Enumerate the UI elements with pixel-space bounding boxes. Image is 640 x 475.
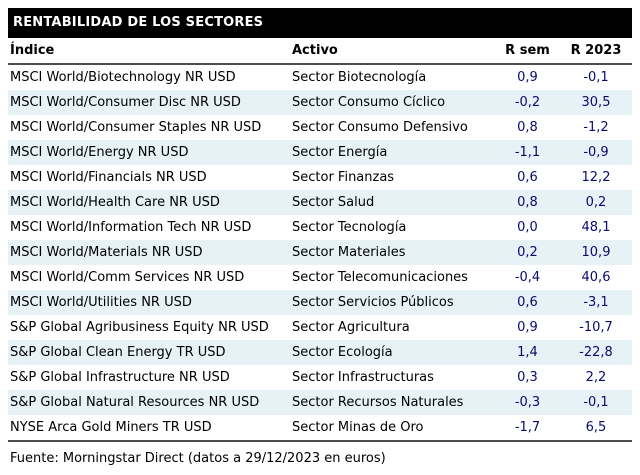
r-week-cell: 0,0: [517, 220, 538, 235]
r-week-cell: 0,6: [517, 170, 538, 185]
r-week-cell: 0,2: [517, 245, 538, 260]
r-week-cell: 0,6: [517, 295, 538, 310]
index-cell: MSCI World/Consumer Staples NR USD: [10, 120, 262, 135]
r-week-cell: 0,9: [517, 70, 538, 85]
r-2023-cell: 48,1: [581, 220, 611, 235]
index-cell: MSCI World/Consumer Disc NR USD: [10, 95, 241, 110]
source-note: Fuente: Morningstar Direct (datos a 29/1…: [10, 451, 386, 466]
table-row: MSCI World/Energy NR USD Sector Energía -1…: [8, 140, 632, 165]
r-2023-cell: 0,2: [585, 195, 607, 210]
table-row: MSCI World/Biotechnology NR USD Sector Bi…: [8, 64, 632, 90]
asset-cell: Sector Agricultura: [292, 320, 410, 335]
table-row: MSCI World/Financials NR USD Sector Finan…: [8, 165, 632, 190]
r-week-cell: -1,7: [495, 415, 560, 442]
r-week-cell: -0,4: [514, 270, 541, 285]
index-cell: S&P Global Infrastructure NR USD: [10, 370, 230, 385]
r-week-cell: 0,8: [517, 195, 538, 210]
asset-cell: Sector Servicios Públicos: [292, 295, 454, 310]
index-cell: S&P Global Clean Energy TR USD: [10, 345, 226, 360]
table-row: NYSE Arca Gold Miners TR USD Sector Minas…: [8, 415, 632, 442]
r-2023-cell: 6,5: [560, 415, 632, 442]
r-week-cell: 0,8: [517, 120, 538, 135]
index-cell: MSCI World/Biotechnology NR USD: [10, 70, 236, 85]
r-2023-cell: 2,2: [585, 370, 607, 385]
index-cell: MSCI World/Comm Services NR USD: [10, 270, 245, 285]
r-week-cell: 0,9: [517, 320, 538, 335]
index-cell: MSCI World/Health Care NR USD: [10, 195, 220, 210]
col-header-r-sem: R sem: [495, 38, 560, 65]
table-row: S&P Global Agribusiness Equity NR USD Sec…: [8, 315, 632, 340]
r-2023-cell: 30,5: [581, 95, 611, 110]
r-2023-cell: 12,2: [581, 170, 611, 185]
r-week-cell: -0,3: [514, 395, 541, 410]
index-cell: MSCI World/Information Tech NR USD: [10, 220, 252, 235]
r-2023-cell: 40,6: [581, 270, 611, 285]
table-row: MSCI World/Utilities NR USD Sector Servic…: [8, 290, 632, 315]
table-row: MSCI World/Comm Services NR USD Sector Te…: [8, 265, 632, 290]
header-row: Índice Activo R sem R 2023: [8, 38, 632, 65]
table-row: MSCI World/Health Care NR USD Sector Salu…: [8, 190, 632, 215]
r-2023-cell: -0,1: [583, 70, 609, 85]
r-week-cell: 1,4: [517, 345, 538, 360]
r-2023-cell: -0,9: [583, 145, 609, 160]
asset-cell: Sector Biotecnología: [292, 70, 427, 85]
asset-cell: Sector Recursos Naturales: [292, 395, 464, 410]
asset-cell: Sector Tecnología: [292, 220, 407, 235]
r-2023-cell: 10,9: [581, 245, 611, 260]
asset-cell: Sector Salud: [292, 195, 375, 210]
sectors-table: Índice Activo R sem R 2023 MSCI World/Bi…: [8, 38, 632, 442]
table-row: S&P Global Natural Resources NR USD Secto…: [8, 390, 632, 415]
index-cell: MSCI World/Utilities NR USD: [10, 295, 192, 310]
r-week-cell: 0,3: [517, 370, 538, 385]
r-2023-cell: -22,8: [579, 345, 613, 360]
asset-cell: Sector Infrastructuras: [292, 370, 434, 385]
asset-cell: Sector Ecología: [292, 345, 393, 360]
asset-cell: Sector Finanzas: [292, 170, 395, 185]
r-2023-cell: -0,1: [583, 395, 609, 410]
table-title: RENTABILIDAD DE LOS SECTORES: [8, 8, 632, 38]
table-row: MSCI World/Consumer Staples NR USD Sector…: [8, 115, 632, 140]
asset-cell: Sector Consumo Defensivo: [292, 120, 468, 135]
col-header-r-2023: R 2023: [560, 38, 632, 65]
r-2023-cell: -1,2: [583, 120, 609, 135]
table-row: S&P Global Infrastructure NR USD Sector I…: [8, 365, 632, 390]
r-2023-cell: -10,7: [579, 320, 613, 335]
index-cell: MSCI World/Energy NR USD: [10, 145, 189, 160]
index-cell: S&P Global Natural Resources NR USD: [10, 395, 260, 410]
r-2023-cell: -3,1: [583, 295, 609, 310]
asset-cell: Sector Telecomunicaciones: [292, 270, 468, 285]
index-cell: MSCI World/Financials NR USD: [10, 170, 207, 185]
table-row: MSCI World/Consumer Disc NR USD Sector Co…: [8, 90, 632, 115]
index-cell: NYSE Arca Gold Miners TR USD: [8, 415, 290, 442]
asset-cell: Sector Materiales: [292, 245, 406, 260]
table-row: MSCI World/Information Tech NR USD Sector…: [8, 215, 632, 240]
col-header-activo: Activo: [290, 38, 495, 65]
index-cell: S&P Global Agribusiness Equity NR USD: [10, 320, 269, 335]
r-week-cell: -0,2: [514, 95, 541, 110]
index-cell: MSCI World/Materials NR USD: [10, 245, 203, 260]
asset-cell: Sector Consumo Cíclico: [292, 95, 446, 110]
table-row: MSCI World/Materials NR USD Sector Materi…: [8, 240, 632, 265]
col-header-indice: Índice: [8, 38, 290, 65]
table-row: S&P Global Clean Energy TR USD Sector Eco…: [8, 340, 632, 365]
asset-cell: Sector Energía: [292, 145, 388, 160]
asset-cell: Sector Minas de Oro: [290, 415, 495, 442]
r-week-cell: -1,1: [514, 145, 541, 160]
